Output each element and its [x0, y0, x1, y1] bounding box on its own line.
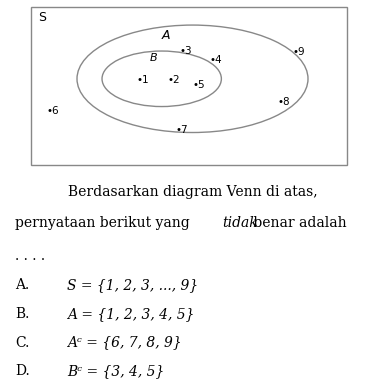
Text: •4: •4 — [210, 55, 223, 65]
Text: •1: •1 — [137, 75, 149, 85]
Text: pernyataan berikut yang: pernyataan berikut yang — [15, 216, 194, 230]
Text: S = {1, 2, 3, ..., 9}: S = {1, 2, 3, ..., 9} — [67, 278, 199, 292]
Text: A: A — [161, 28, 170, 42]
Circle shape — [77, 25, 308, 132]
Text: Bᶜ = {3, 4, 5}: Bᶜ = {3, 4, 5} — [67, 365, 165, 378]
Text: B: B — [150, 53, 158, 63]
Text: A = {1, 2, 3, 4, 5}: A = {1, 2, 3, 4, 5} — [67, 307, 195, 321]
Text: C.: C. — [15, 336, 30, 350]
Text: •9: •9 — [293, 47, 305, 57]
Text: •7: •7 — [175, 125, 188, 135]
Circle shape — [102, 51, 221, 107]
Text: S: S — [38, 11, 47, 24]
Text: •2: •2 — [167, 75, 180, 85]
Text: tidak: tidak — [223, 216, 258, 230]
Text: A.: A. — [15, 278, 30, 292]
Text: •5: •5 — [192, 80, 205, 90]
Text: Berdasarkan diagram Venn di atas,: Berdasarkan diagram Venn di atas, — [68, 185, 317, 199]
Text: B.: B. — [15, 307, 30, 321]
Text: •6: •6 — [46, 106, 59, 116]
Text: •3: •3 — [179, 46, 192, 56]
Text: benar adalah: benar adalah — [249, 216, 347, 230]
Text: D.: D. — [15, 365, 30, 378]
Text: . . . .: . . . . — [15, 249, 45, 263]
Text: Aᶜ = {6, 7, 8, 9}: Aᶜ = {6, 7, 8, 9} — [67, 336, 182, 350]
Text: •8: •8 — [277, 97, 290, 107]
Bar — [31, 7, 347, 165]
